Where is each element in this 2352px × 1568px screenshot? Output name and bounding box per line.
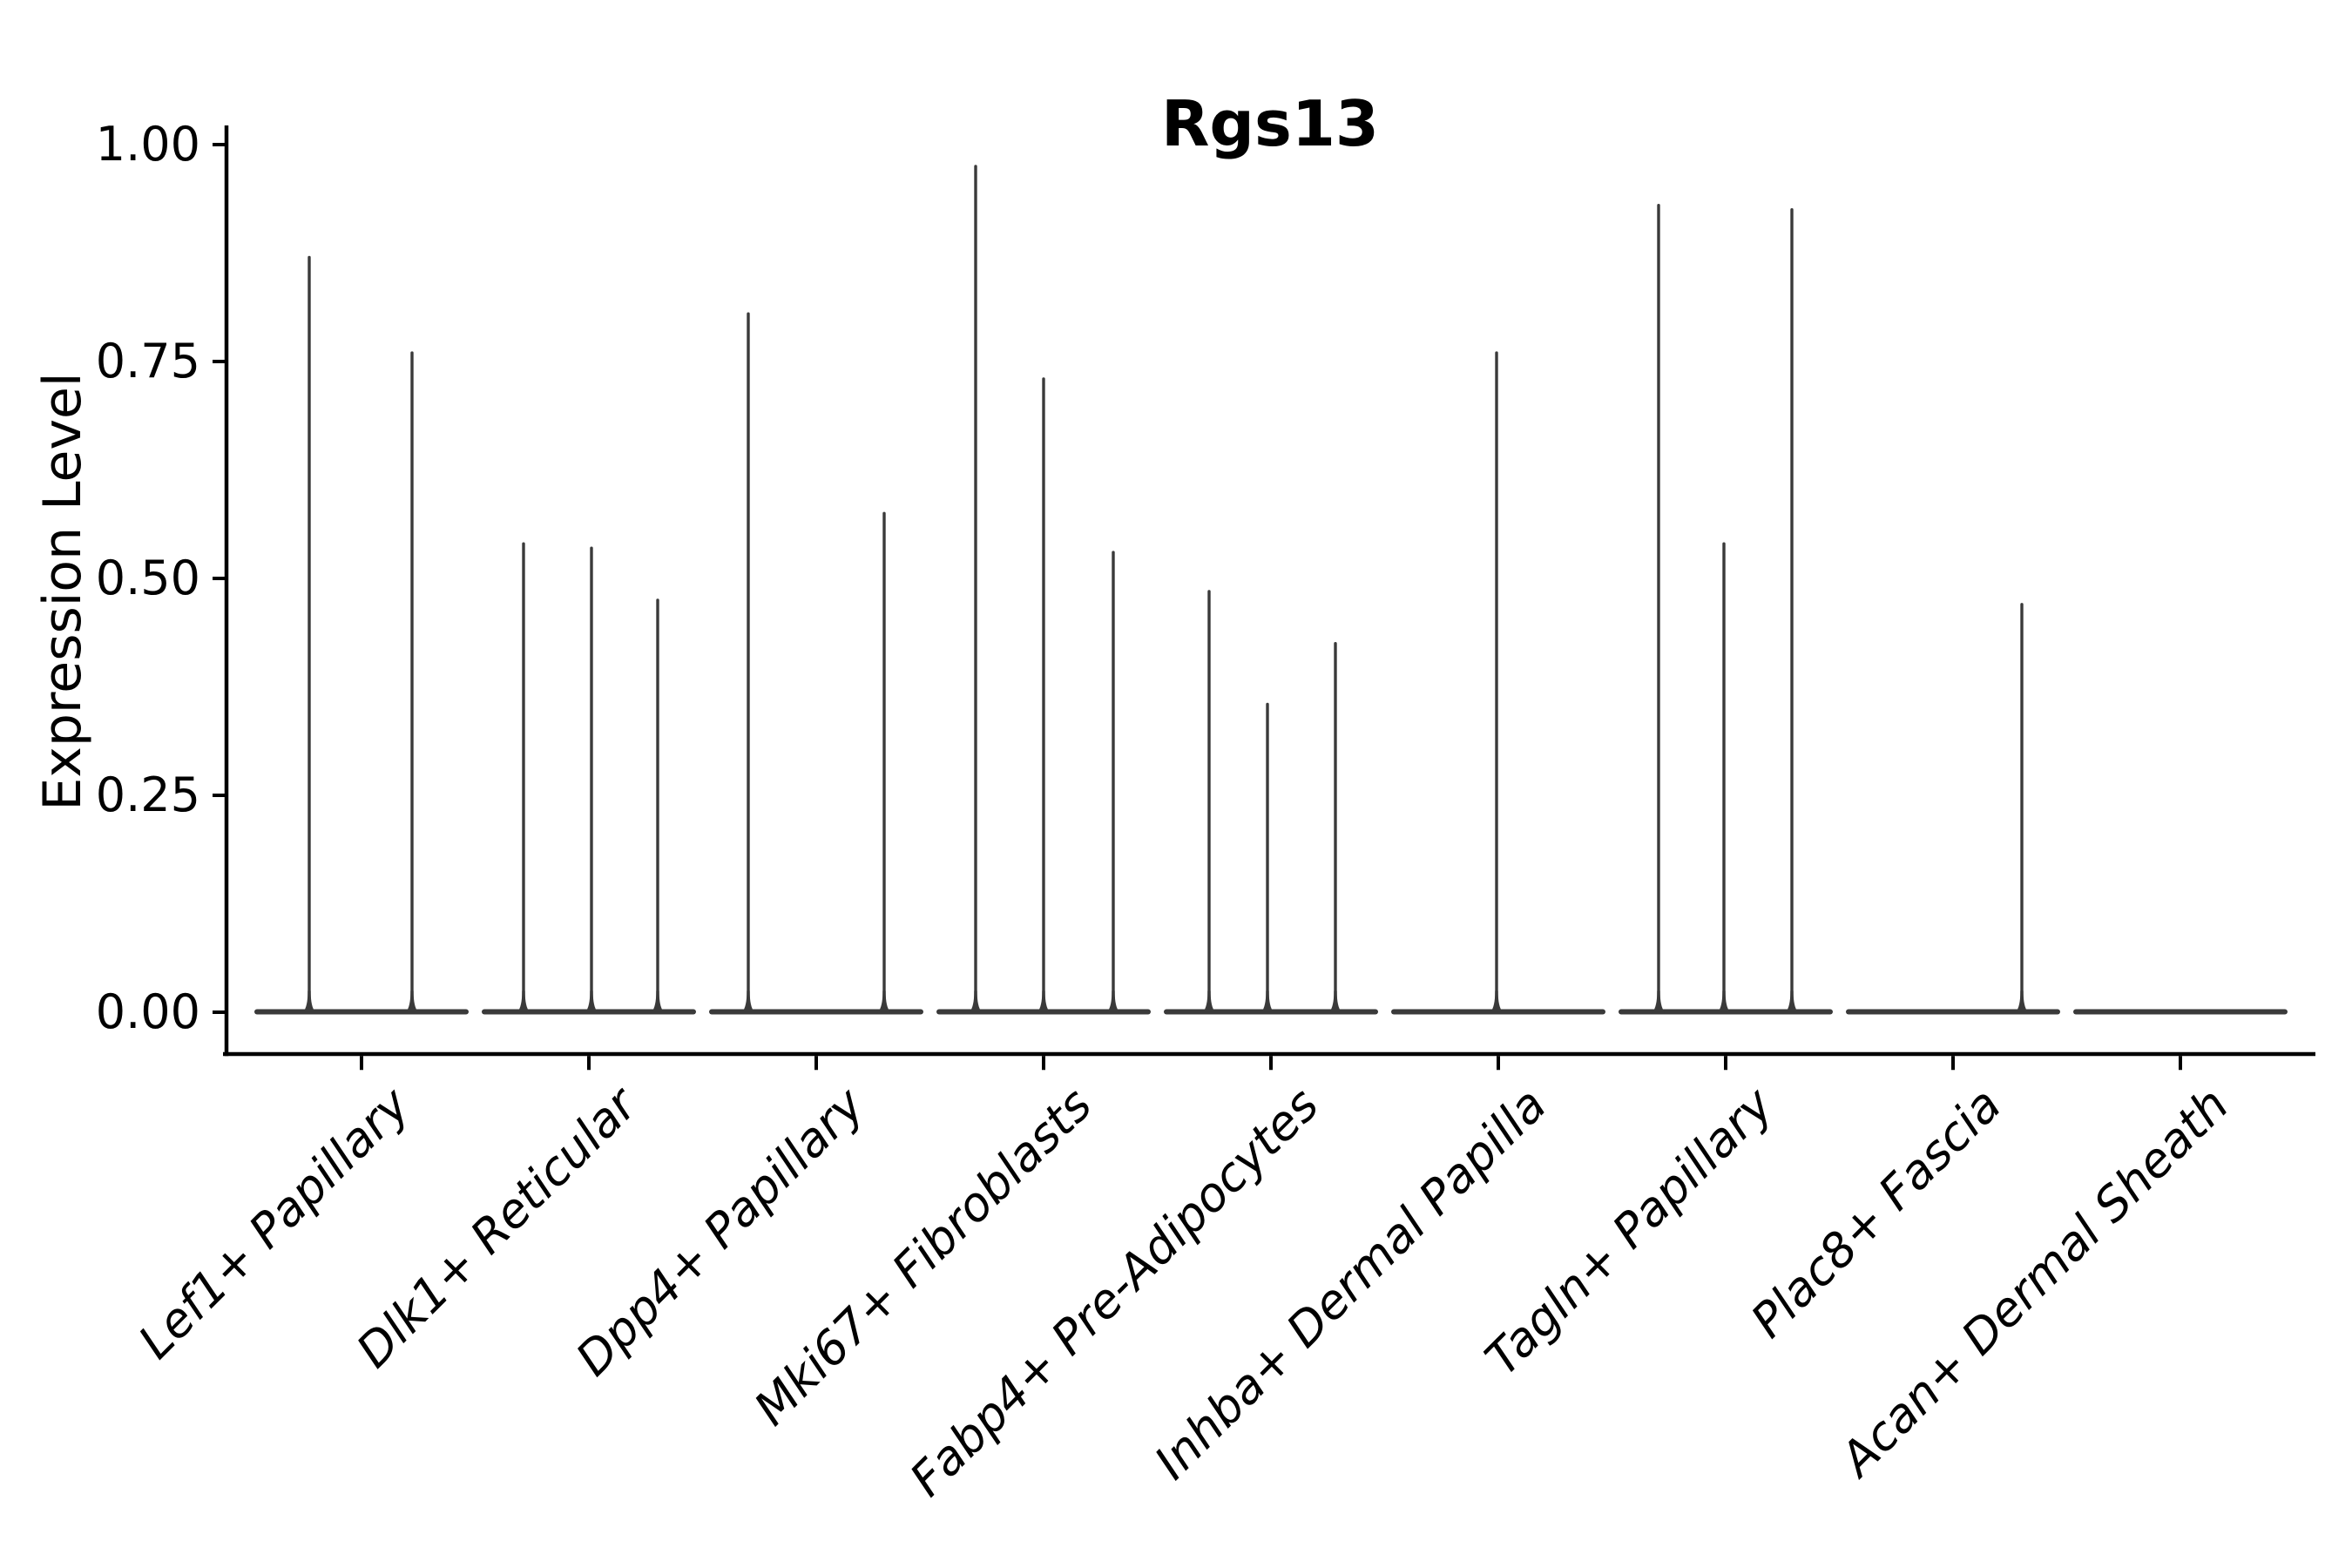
y-tick-label: 0.75: [95, 334, 200, 389]
y-tick-label: 0.50: [95, 551, 200, 605]
axes-spines: [223, 125, 2315, 1057]
y-tick-label: 0.00: [95, 984, 200, 1039]
y-tick-label: 1.00: [95, 117, 200, 172]
y-axis-ticks: [213, 143, 225, 1014]
plot-title: Rgs13: [1160, 87, 1380, 160]
x-axis-ticks: [360, 1056, 2182, 1071]
y-tick-label: 0.25: [95, 767, 200, 822]
violins: [254, 165, 2288, 1015]
